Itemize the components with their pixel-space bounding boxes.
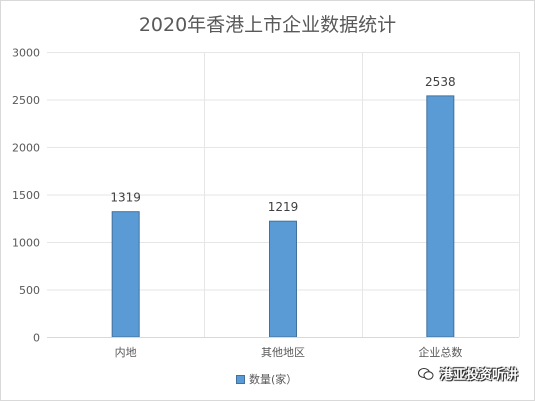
data-label: 1219 xyxy=(268,200,299,214)
bar xyxy=(426,95,455,338)
legend-label: 数量(家） xyxy=(249,373,298,386)
watermark: 港亚投资听讲 xyxy=(418,364,518,383)
data-label: 2538 xyxy=(425,75,456,89)
bar xyxy=(111,211,140,338)
y-tick-label: 2500 xyxy=(12,94,40,107)
y-tick-label: 2000 xyxy=(12,142,40,155)
data-label: 1319 xyxy=(110,191,141,205)
y-tick-label: 0 xyxy=(33,332,40,345)
chart-title: 2020年香港上市企业数据统计 xyxy=(138,14,397,36)
x-tick-label: 企业总数 xyxy=(418,345,462,359)
x-tick-label: 其他地区 xyxy=(261,346,305,359)
y-tick-label: 3000 xyxy=(12,47,40,60)
watermark-text: 港亚投资听讲 xyxy=(440,368,519,383)
x-tick-label: 内地 xyxy=(115,345,137,359)
bar xyxy=(269,220,297,338)
legend-swatch xyxy=(236,374,245,384)
y-tick-label: 1500 xyxy=(12,189,40,202)
wechat-icon xyxy=(418,367,434,380)
y-tick-label: 1000 xyxy=(12,237,40,250)
y-tick-label: 500 xyxy=(19,284,40,297)
legend: 数量(家） xyxy=(236,371,297,387)
